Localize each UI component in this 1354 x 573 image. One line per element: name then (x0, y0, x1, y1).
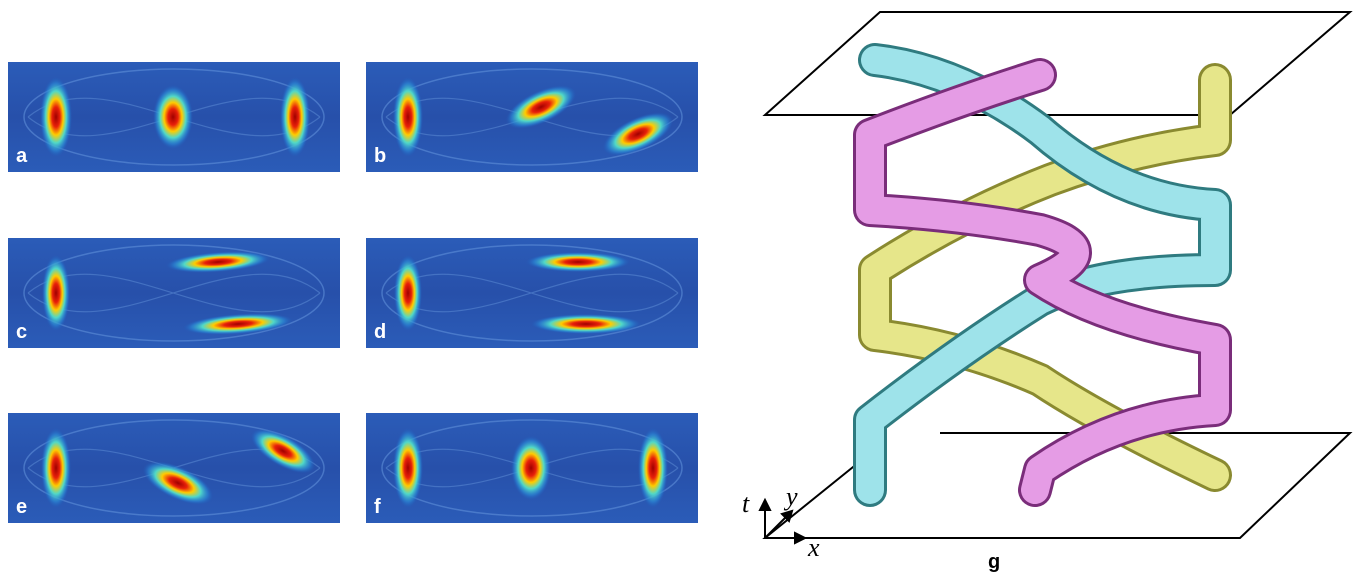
intensity-blob (602, 112, 674, 156)
axis-label: y (783, 482, 798, 511)
orbit-trace (381, 244, 683, 342)
orbit-trace (381, 68, 683, 166)
intensity-blob (638, 428, 668, 508)
top-plane (762, 11, 1353, 116)
heatmap-panel: f (366, 413, 698, 523)
panel-label: a (16, 145, 28, 167)
axes-arrows (758, 497, 808, 545)
intensity-blob (250, 428, 316, 474)
intensity-blob (183, 313, 293, 335)
intensity-blob (505, 85, 577, 129)
axis-label: x (807, 533, 820, 562)
heatmap-panel: e (8, 413, 340, 523)
axis-label: t (742, 489, 750, 518)
heatmap-panel: a (8, 62, 340, 172)
intensity-blob (153, 85, 193, 149)
panel-label: g (988, 551, 1000, 573)
intensity-blob (511, 436, 551, 500)
orbit-trace (381, 419, 683, 517)
braid-diagram: t y x g (742, 11, 1353, 573)
intensity-blob (531, 314, 641, 334)
intensity-blob (166, 251, 270, 273)
heatmap-panel: b (366, 62, 698, 172)
heatmap-panel: d (366, 238, 698, 348)
intensity-blob (393, 428, 423, 508)
y-arrow (764, 514, 789, 539)
arrowhead (780, 509, 794, 523)
panel-label: c (16, 321, 27, 343)
panel-label: e (16, 496, 27, 518)
intensity-blob (394, 255, 422, 331)
strands (853, 43, 1232, 507)
panels: a b c d e f (8, 62, 698, 523)
panel-label: b (374, 145, 386, 167)
orbit-trace (23, 244, 325, 342)
intensity-blob (40, 77, 72, 157)
strand (856, 61, 1229, 504)
intensity-blob (142, 461, 214, 505)
intensity-blob (280, 77, 310, 157)
intensity-blob (42, 255, 70, 331)
arrowhead (794, 531, 808, 545)
orbit-trace (23, 68, 325, 166)
arrowhead (758, 497, 772, 511)
panel-label: f (374, 496, 381, 518)
orbit-trace (23, 419, 325, 517)
bottom-plane (762, 432, 1353, 539)
intensity-blob (41, 428, 71, 508)
heatmap-panel: c (8, 238, 340, 348)
panel-label: d (374, 321, 386, 343)
intensity-blob (526, 252, 630, 272)
intensity-blob (393, 77, 423, 157)
